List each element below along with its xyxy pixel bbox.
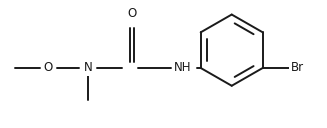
Text: NH: NH	[174, 61, 192, 74]
Text: Br: Br	[291, 61, 304, 74]
Text: O: O	[44, 61, 53, 74]
Text: O: O	[128, 7, 137, 20]
Text: N: N	[84, 61, 93, 74]
